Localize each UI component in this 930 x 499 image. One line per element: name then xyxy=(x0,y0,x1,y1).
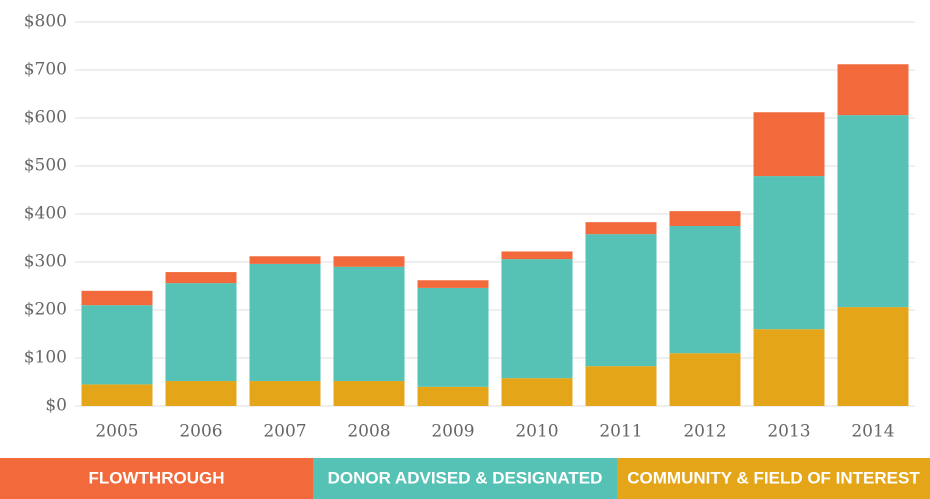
bar-segment xyxy=(501,251,573,260)
bar-segment xyxy=(417,287,489,387)
y-tick-label: $800 xyxy=(24,12,67,32)
y-tick-label: $500 xyxy=(24,156,67,176)
bar-segment xyxy=(249,263,321,382)
y-tick-label: $700 xyxy=(24,60,67,80)
legend-label: COMMUNITY & FIELD OF INTEREST xyxy=(627,468,920,487)
bar-segment xyxy=(585,366,657,406)
bar-segment xyxy=(837,307,909,406)
bar-segment xyxy=(165,272,237,284)
x-tick-label: 2013 xyxy=(767,422,810,442)
bar-segment xyxy=(165,381,237,406)
x-tick-label: 2010 xyxy=(515,422,558,442)
bar-segment xyxy=(249,381,321,406)
bar-segment xyxy=(417,280,489,288)
bar-segment xyxy=(249,256,321,264)
x-tick-label: 2006 xyxy=(179,422,222,442)
legend-label: DONOR ADVISED & DESIGNATED xyxy=(328,468,603,487)
bar-segment xyxy=(669,211,741,226)
y-tick-label: $300 xyxy=(24,252,67,272)
bar-segment xyxy=(837,115,909,308)
x-tick-label: 2014 xyxy=(851,422,894,442)
y-tick-label: $200 xyxy=(24,300,67,320)
x-tick-label: 2008 xyxy=(347,422,390,442)
bar-segment xyxy=(501,378,573,406)
bar-segment xyxy=(333,266,405,382)
bar-segment xyxy=(501,259,573,379)
bar-segment xyxy=(837,64,909,116)
y-tick-label: $0 xyxy=(45,396,67,416)
x-tick-label: 2011 xyxy=(599,422,642,442)
legend-swatch xyxy=(313,458,617,499)
y-tick-label: $600 xyxy=(24,108,67,128)
bar-segment xyxy=(669,226,741,354)
bar-segment xyxy=(753,112,825,177)
bar-segment xyxy=(585,234,657,367)
bar-segment xyxy=(333,256,405,267)
legend-swatch xyxy=(0,458,313,499)
x-tick-label: 2005 xyxy=(95,422,138,442)
x-tick-label: 2007 xyxy=(263,422,306,442)
x-tick-label: 2009 xyxy=(431,422,474,442)
bar-segment xyxy=(165,283,237,382)
legend-swatch xyxy=(617,458,930,499)
bar-segment xyxy=(417,386,489,406)
bar-segment xyxy=(753,176,825,330)
bar-segment xyxy=(669,353,741,406)
bar-segment xyxy=(585,222,657,235)
y-tick-label: $400 xyxy=(24,204,67,224)
bar-segment xyxy=(753,329,825,406)
bar-segment xyxy=(81,384,153,406)
bar-segment xyxy=(81,305,153,385)
x-tick-label: 2012 xyxy=(683,422,726,442)
bar-segment xyxy=(333,381,405,406)
y-tick-label: $100 xyxy=(24,348,67,368)
legend-label: FLOWTHROUGH xyxy=(89,468,225,487)
bar-segment xyxy=(81,290,153,306)
